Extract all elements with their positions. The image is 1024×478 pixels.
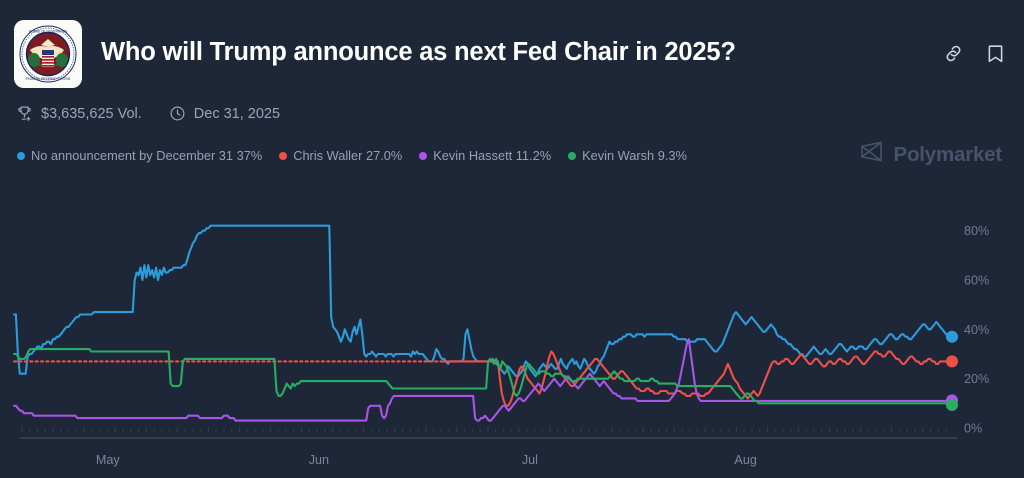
polymarket-watermark: Polymarket xyxy=(860,141,1002,168)
chart-series xyxy=(12,224,958,378)
polymarket-watermark-text: Polymarket xyxy=(893,142,1002,166)
chart-legend: No announcement by December 31 37% Chris … xyxy=(17,148,687,163)
svg-text:BOARD OF GOVERNORS: BOARD OF GOVERNORS xyxy=(29,30,67,34)
y-axis-tick-label: 60% xyxy=(964,274,989,288)
legend-item[interactable]: Kevin Warsh 9.3% xyxy=(568,148,687,163)
volume-value: $3,635,625 Vol. xyxy=(41,105,142,122)
x-axis-tick-label: Jun xyxy=(309,453,329,467)
end-date-value: Dec 31, 2025 xyxy=(193,105,281,122)
series-end-marker xyxy=(946,399,958,412)
polymarket-logo-icon xyxy=(860,141,883,168)
federal-reserve-seal: BOARD OF GOVERNORS FEDERAL RESERVE SYSTE… xyxy=(14,20,82,88)
x-axis-tick-label: May xyxy=(96,453,120,467)
y-axis-tick-label: 80% xyxy=(964,224,989,238)
legend-color-dot xyxy=(568,151,577,160)
series-line xyxy=(439,350,954,407)
y-axis-tick-label: 20% xyxy=(964,372,989,386)
legend-label: Kevin Hassett 11.2% xyxy=(433,148,552,163)
market-header: BOARD OF GOVERNORS FEDERAL RESERVE SYSTE… xyxy=(0,0,1024,95)
y-axis-tick-label: 0% xyxy=(964,422,982,436)
market-meta: $3,635,625 Vol. Dec 31, 2025 xyxy=(16,105,280,122)
legend-item[interactable]: No announcement by December 31 37% xyxy=(17,148,262,163)
legend-label: Chris Waller 27.0% xyxy=(293,148,403,163)
y-axis-tick-label: 40% xyxy=(964,323,989,337)
bookmark-icon[interactable] xyxy=(984,42,1006,64)
x-axis-tick-label: Jul xyxy=(522,453,538,467)
chart-series xyxy=(12,348,958,412)
legend-item[interactable]: Kevin Hassett 11.2% xyxy=(419,148,551,163)
clock-icon xyxy=(169,105,186,122)
series-end-marker xyxy=(946,355,958,368)
end-date-meta: Dec 31, 2025 xyxy=(169,105,280,122)
svg-text:FEDERAL RESERVE SYSTEM: FEDERAL RESERVE SYSTEM xyxy=(26,77,71,81)
page-title: Who will Trump announce as next Fed Chai… xyxy=(101,38,736,66)
copy-link-icon[interactable] xyxy=(942,42,964,64)
header-actions xyxy=(942,42,1006,64)
series-line xyxy=(12,338,954,422)
series-end-marker xyxy=(946,330,958,343)
x-axis-ticks xyxy=(21,427,947,432)
legend-color-dot xyxy=(17,151,25,160)
legend-color-dot xyxy=(279,151,288,160)
series-line xyxy=(12,224,954,378)
legend-color-dot xyxy=(419,151,428,160)
legend-label: No announcement by December 31 37% xyxy=(31,148,263,163)
trophy-plus-icon xyxy=(16,105,33,122)
series-line xyxy=(12,348,954,407)
price-history-chart[interactable]: 0% 20% 40% 60% 80% May Jun Jul Aug xyxy=(0,178,1024,478)
legend-item[interactable]: Chris Waller 27.0% xyxy=(279,148,402,163)
volume-meta: $3,635,625 Vol. xyxy=(16,105,142,122)
legend-label: Kevin Warsh 9.3% xyxy=(582,148,687,163)
x-axis-tick-label: Aug xyxy=(734,453,756,467)
